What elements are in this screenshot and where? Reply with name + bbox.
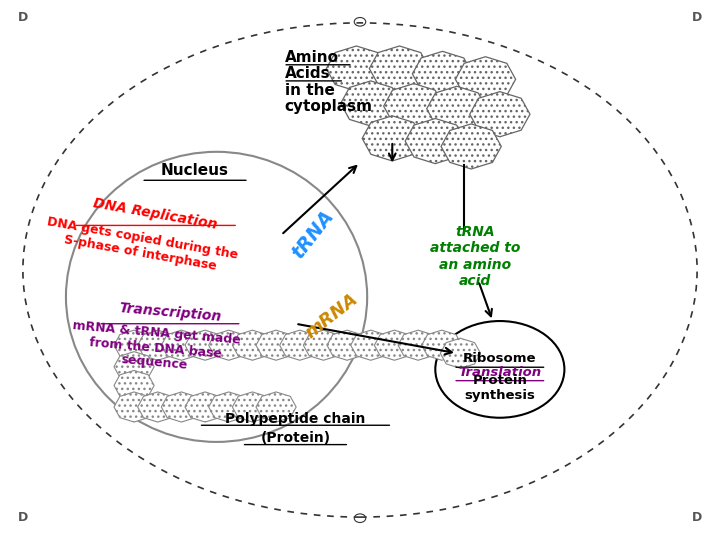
Text: Ribosome: Ribosome: [463, 352, 536, 365]
Text: Acids: Acids: [284, 66, 330, 82]
Text: cytoplasm: cytoplasm: [284, 99, 373, 113]
Polygon shape: [384, 84, 444, 129]
Text: D: D: [18, 511, 28, 524]
Text: Translation: Translation: [459, 366, 541, 379]
Polygon shape: [422, 330, 462, 360]
Polygon shape: [209, 330, 249, 360]
Polygon shape: [185, 330, 225, 360]
Polygon shape: [114, 392, 154, 422]
Text: Amino: Amino: [284, 50, 338, 65]
Text: mRNA: mRNA: [302, 289, 361, 342]
Polygon shape: [256, 392, 296, 422]
Polygon shape: [341, 81, 401, 126]
Polygon shape: [326, 46, 387, 91]
Text: Polypeptide chain: Polypeptide chain: [225, 412, 366, 426]
Polygon shape: [185, 392, 225, 422]
Text: DNA Replication: DNA Replication: [92, 196, 219, 232]
Polygon shape: [362, 116, 423, 161]
Polygon shape: [138, 392, 178, 422]
Text: D: D: [692, 511, 702, 524]
Polygon shape: [233, 392, 272, 422]
Polygon shape: [161, 330, 202, 360]
Text: D: D: [692, 11, 702, 24]
Polygon shape: [161, 392, 202, 422]
Polygon shape: [469, 92, 530, 137]
Polygon shape: [398, 330, 438, 360]
Text: Transcription: Transcription: [118, 301, 222, 325]
Polygon shape: [233, 330, 272, 360]
Polygon shape: [413, 51, 472, 97]
Text: tRNA: tRNA: [289, 207, 338, 263]
Polygon shape: [279, 330, 320, 360]
Polygon shape: [351, 330, 391, 360]
Polygon shape: [114, 330, 154, 360]
Text: DNA gets copied during the
S-phase of interphase: DNA gets copied during the S-phase of in…: [43, 215, 239, 276]
Polygon shape: [114, 370, 154, 401]
Polygon shape: [209, 392, 249, 422]
Polygon shape: [327, 330, 367, 360]
Text: tRNA
attached to
an amino
acid: tRNA attached to an amino acid: [430, 225, 520, 288]
Polygon shape: [441, 124, 501, 169]
Text: (Protein): (Protein): [261, 431, 330, 445]
Text: Nucleus: Nucleus: [161, 163, 229, 178]
Polygon shape: [138, 330, 178, 360]
Text: D: D: [18, 11, 28, 24]
Polygon shape: [303, 330, 343, 360]
Polygon shape: [455, 57, 516, 102]
Polygon shape: [369, 46, 430, 91]
Polygon shape: [114, 352, 154, 382]
Text: in the: in the: [284, 83, 335, 98]
Polygon shape: [374, 330, 415, 360]
Polygon shape: [405, 118, 465, 164]
Polygon shape: [256, 330, 296, 360]
Text: Protein
synthesis: Protein synthesis: [464, 374, 535, 402]
Polygon shape: [441, 338, 480, 368]
Polygon shape: [427, 86, 487, 131]
Text: mRNA & tRNA get made
from the DNA base
sequence: mRNA & tRNA get made from the DNA base s…: [70, 319, 241, 377]
